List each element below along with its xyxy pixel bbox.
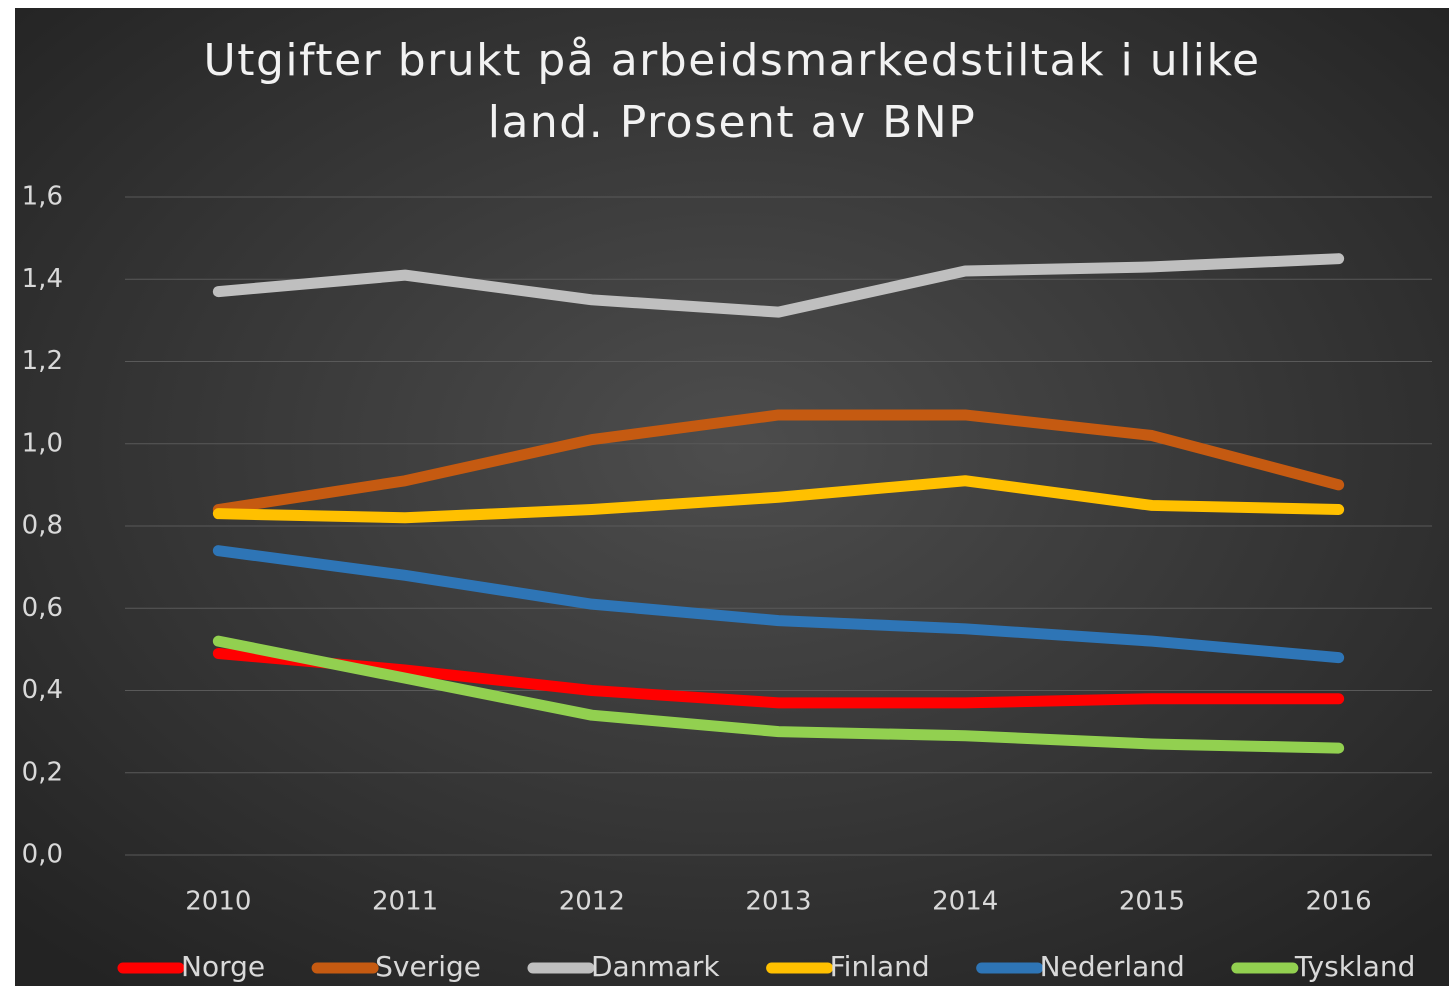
y-tick-label: 0,6 [22, 593, 63, 623]
y-tick-label: 1,6 [22, 182, 63, 212]
x-tick-label: 2013 [745, 887, 811, 917]
y-tick-label: 1,2 [22, 346, 63, 376]
series-line [212, 475, 1345, 524]
series-line [212, 409, 1345, 516]
series-line [212, 635, 1345, 754]
x-tick-label: 2010 [185, 887, 251, 917]
series-line [212, 647, 1345, 709]
legend-label: Norge [181, 950, 265, 983]
legend-label: Tyskland [1294, 950, 1416, 983]
chart-title: Utgifter brukt på arbeidsmarkedstiltak i… [203, 35, 1261, 148]
x-tick-label: 2015 [1119, 887, 1185, 917]
y-tick-label: 0,2 [22, 757, 63, 787]
chart: 0,0 0,2 0,4 0,6 0,8 1,0 1,2 1,4 1,6 2010 2011 2012 2… [15, 8, 1449, 986]
y-tick-label: 0,4 [22, 675, 63, 705]
x-tick-label: 2011 [372, 887, 438, 917]
legend-label: Finland [830, 950, 930, 983]
chart-frame: 0,0 0,2 0,4 0,6 0,8 1,0 1,2 1,4 1,6 2010 2011 2012 2… [15, 8, 1449, 986]
series-line [212, 545, 1345, 664]
y-tick-label: 0,0 [22, 840, 63, 870]
series-line [212, 253, 1345, 318]
y-tick-label: 0,8 [22, 511, 63, 541]
y-tick-label: 1,4 [22, 264, 63, 294]
x-tick-label: 2012 [559, 887, 625, 917]
x-tick-label: 2014 [932, 887, 998, 917]
legend-label: Sverige [375, 950, 481, 983]
legend-label: Nederland [1040, 950, 1185, 983]
legend-label: Danmark [591, 950, 720, 983]
x-tick-label: 2016 [1306, 887, 1372, 917]
y-tick-label: 1,0 [22, 428, 63, 458]
